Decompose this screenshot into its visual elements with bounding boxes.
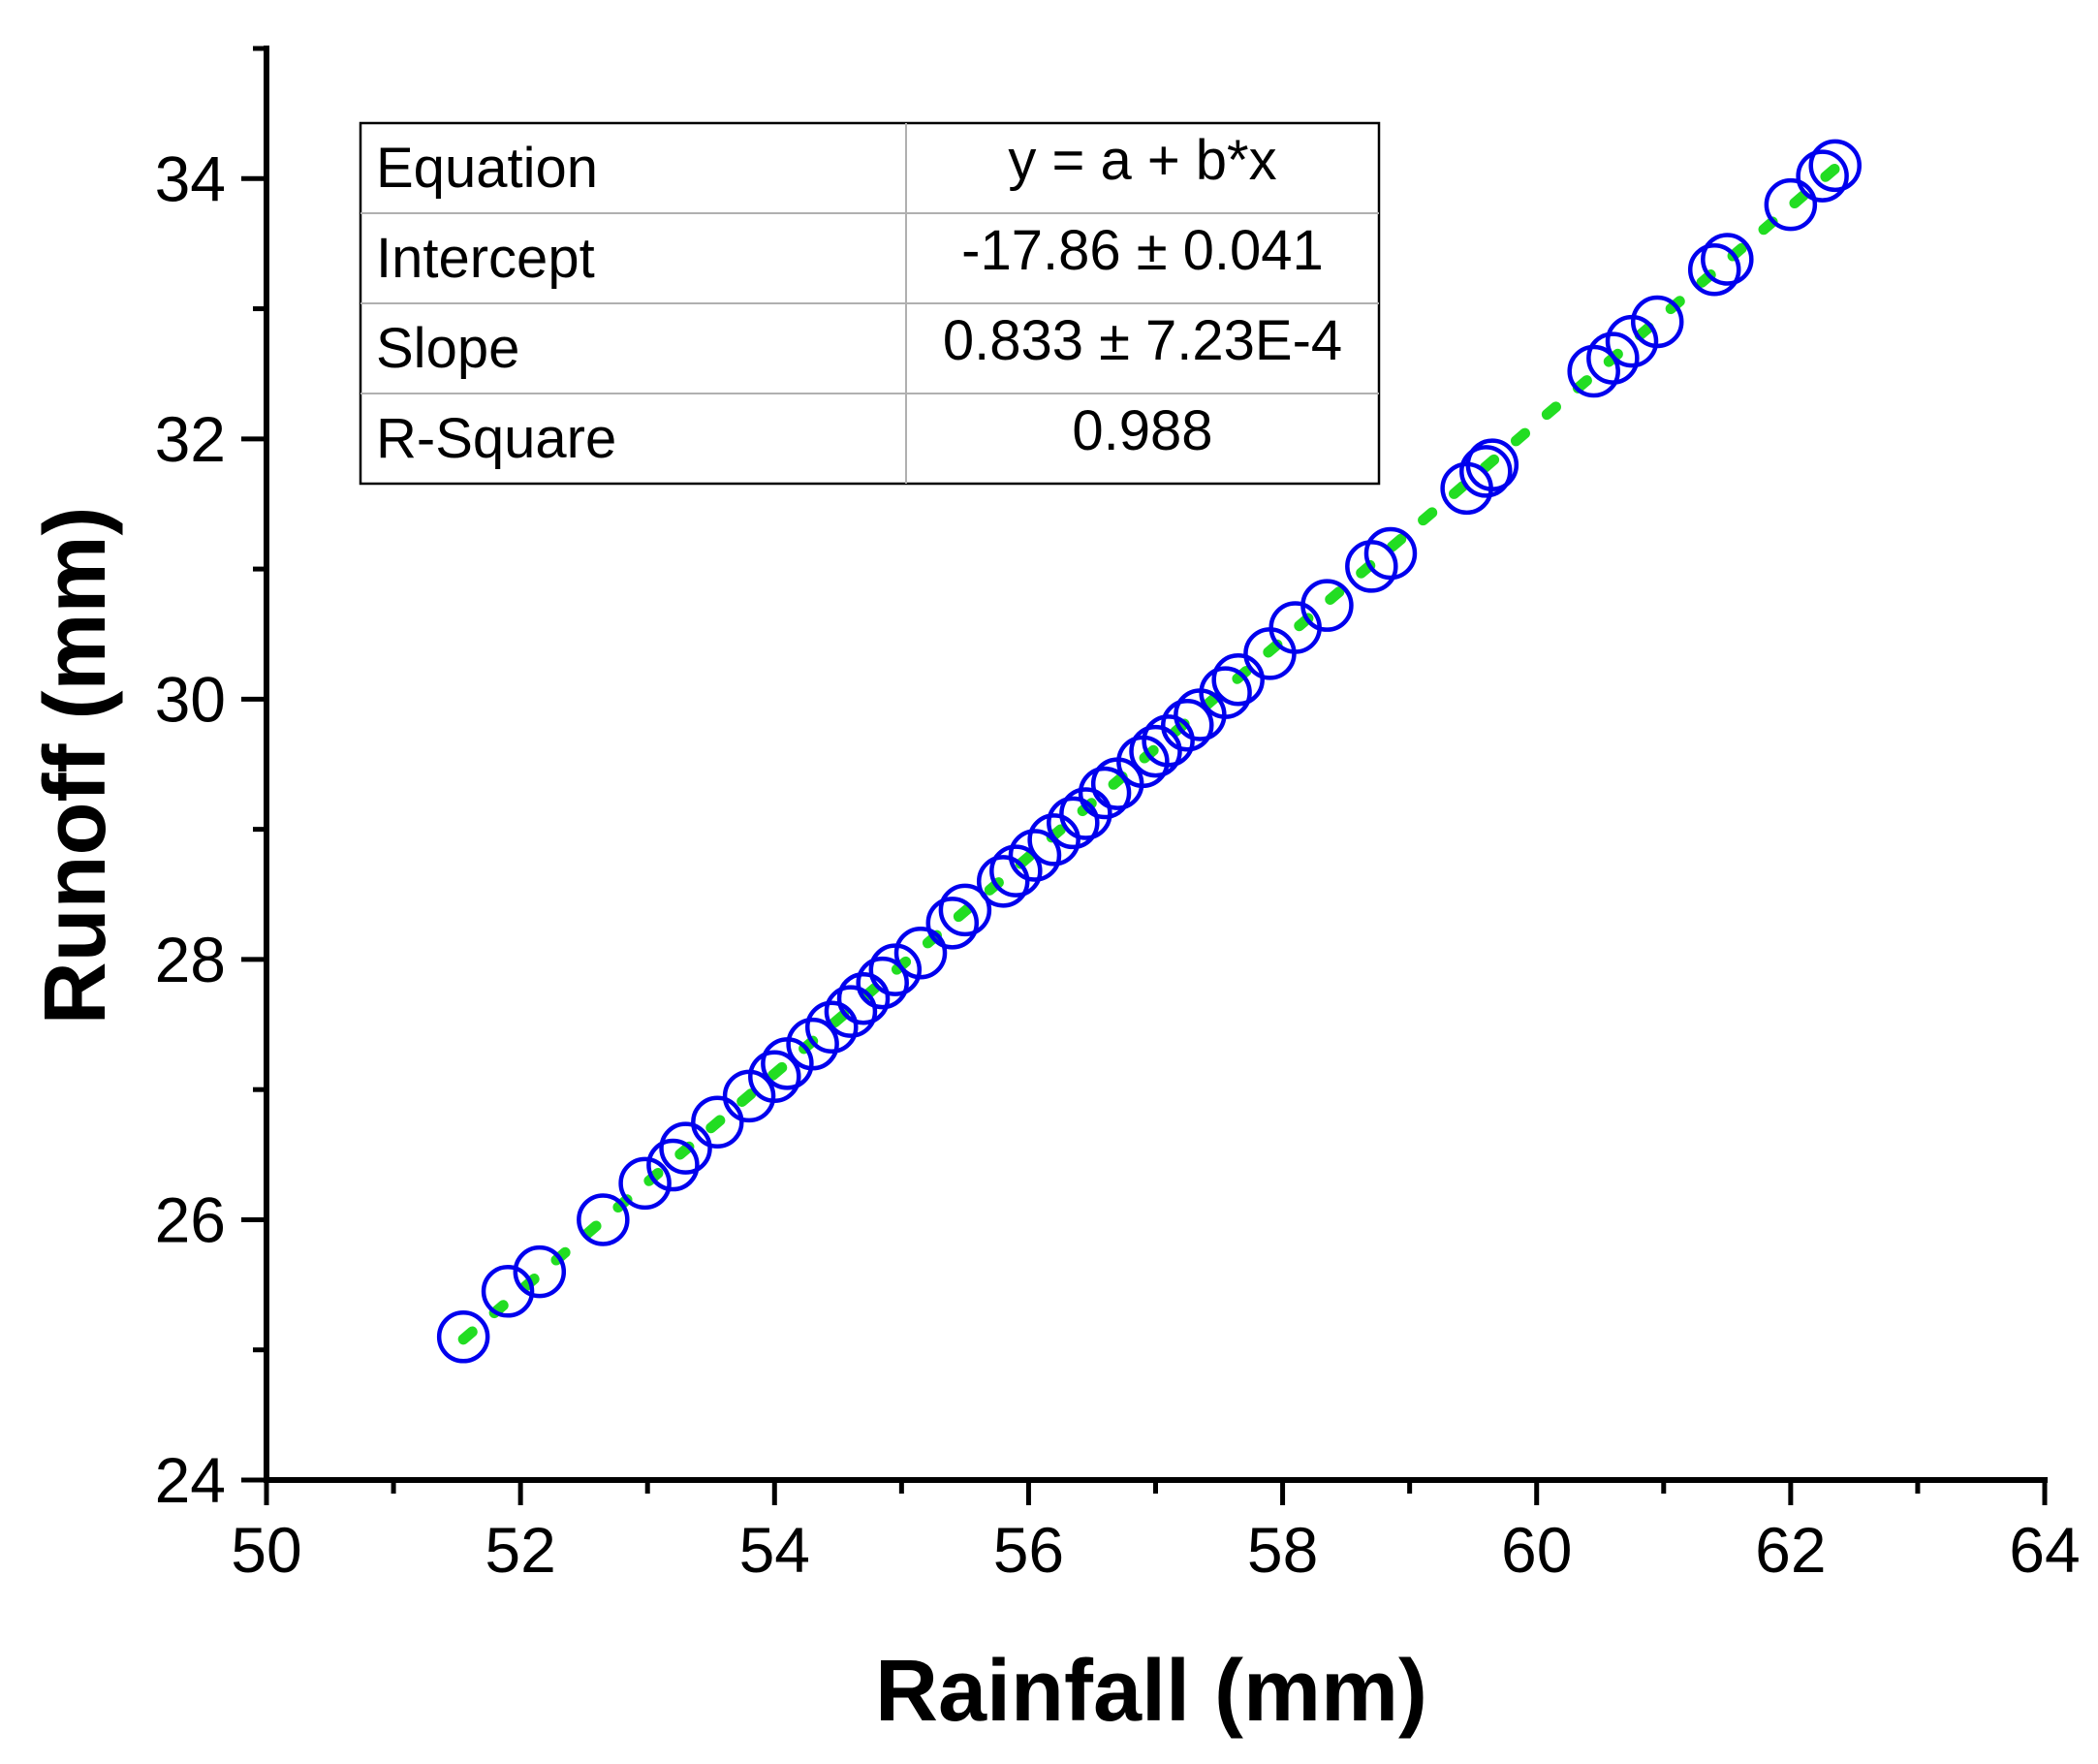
data-point xyxy=(1586,331,1640,385)
data-point xyxy=(805,1000,859,1054)
data-point xyxy=(1459,445,1513,498)
data-point xyxy=(786,1017,839,1071)
data-point xyxy=(659,1121,712,1175)
y-tick-label: 34 xyxy=(155,142,226,214)
axes: 50 52 54 56 58 60 62 64 24 26 28 30 32 34 xyxy=(155,46,2081,1586)
data-point xyxy=(1363,526,1418,581)
x-tick-label: 64 xyxy=(2009,1514,2080,1586)
data-point xyxy=(868,943,923,996)
x-tick-label: 52 xyxy=(485,1514,555,1586)
data-point xyxy=(1142,714,1195,768)
stats-table-value: y = a + b*x xyxy=(1008,129,1276,192)
data-point xyxy=(1129,724,1182,778)
stats-table-label: R-Square xyxy=(376,407,616,470)
stats-table-label: Intercept xyxy=(376,227,595,290)
data-point xyxy=(976,855,1030,908)
data-point xyxy=(691,1095,744,1149)
data-point xyxy=(1465,438,1519,491)
data-point xyxy=(893,926,948,980)
data-point xyxy=(646,1138,700,1192)
data-point xyxy=(1008,829,1062,882)
y-tick-label: 32 xyxy=(155,403,226,475)
stats-table-value: 0.833 ± 7.23E-4 xyxy=(943,309,1342,372)
data-point xyxy=(748,1050,801,1104)
data-point xyxy=(1161,698,1214,752)
data-point xyxy=(1687,243,1741,297)
data-point xyxy=(1059,787,1112,840)
y-tick-label: 24 xyxy=(155,1444,226,1516)
x-tick-label: 60 xyxy=(1501,1514,1572,1586)
data-point xyxy=(513,1244,567,1299)
stats-table-value: -17.86 ± 0.041 xyxy=(961,219,1324,282)
data-point xyxy=(836,971,891,1025)
data-point xyxy=(1211,652,1265,707)
data-point xyxy=(1701,233,1754,286)
data-point xyxy=(925,897,980,950)
data-point xyxy=(824,985,878,1038)
y-tick-label: 28 xyxy=(155,924,226,995)
stats-table: Equation y = a + b*x Intercept -17.86 ± 0.0… xyxy=(359,121,1381,486)
data-point xyxy=(856,956,909,1010)
y-tick-label: 26 xyxy=(155,1183,226,1255)
data-point xyxy=(1808,139,1862,193)
y-tick-label: 30 xyxy=(155,663,226,735)
data-point xyxy=(989,844,1043,898)
data-point xyxy=(1630,295,1684,349)
stats-table-label: Slope xyxy=(376,317,519,380)
data-point xyxy=(1047,796,1100,850)
data-point xyxy=(1764,177,1818,232)
data-point xyxy=(1199,666,1252,719)
data-point xyxy=(577,1193,630,1246)
data-point xyxy=(436,1310,490,1364)
x-axis-title: Rainfall (mm) xyxy=(875,1643,1427,1740)
data-point xyxy=(1078,766,1132,820)
data-point xyxy=(1300,579,1354,632)
x-tick-label: 54 xyxy=(739,1514,810,1586)
data-point xyxy=(1796,149,1849,203)
stats-table-label: Equation xyxy=(376,137,598,200)
x-tick-label: 56 xyxy=(993,1514,1064,1586)
data-points xyxy=(436,139,1862,1364)
data-point xyxy=(1027,813,1080,866)
x-tick-label: 58 xyxy=(1247,1514,1318,1586)
data-point xyxy=(938,883,992,937)
x-tick-label: 50 xyxy=(231,1514,301,1586)
data-point xyxy=(481,1265,535,1318)
stats-table-value: 0.988 xyxy=(1072,399,1212,462)
data-point xyxy=(618,1156,672,1211)
x-tick-label: 62 xyxy=(1755,1514,1826,1586)
y-axis-title: Runoff (mm) xyxy=(27,507,124,1025)
